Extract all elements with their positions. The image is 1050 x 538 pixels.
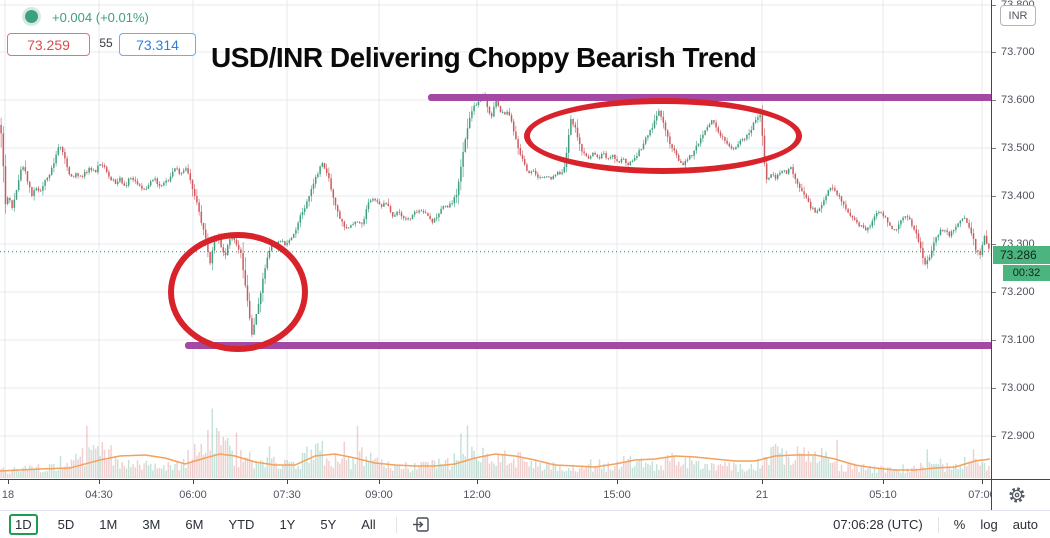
time-tick	[617, 480, 618, 484]
range-button-ytd[interactable]: YTD	[228, 517, 255, 532]
last-price-badge: 73.286	[993, 246, 1050, 264]
price-tick	[992, 5, 996, 6]
range-button-1d[interactable]: 1D	[9, 514, 38, 535]
range-button-3m[interactable]: 3M	[142, 517, 161, 532]
auto-scale-button[interactable]: auto	[1012, 517, 1038, 532]
log-scale-button[interactable]: log	[980, 517, 998, 532]
range-button-1m[interactable]: 1M	[99, 517, 118, 532]
price-tick	[992, 388, 996, 389]
time-tick	[193, 480, 194, 484]
time-label: 09:00	[365, 489, 393, 501]
candlestick-plot	[0, 0, 991, 479]
toolbar-divider	[395, 516, 397, 533]
range-button-6m[interactable]: 6M	[185, 517, 204, 532]
price-tick	[992, 100, 996, 101]
bar-countdown-badge: 00:32	[1003, 265, 1050, 281]
time-tick	[762, 480, 763, 484]
time-tick	[477, 480, 478, 484]
time-tick	[8, 480, 9, 484]
go-to-date-icon[interactable]	[412, 515, 432, 535]
bottom-toolbar: 1D 5D 1M 3M 6M YTD 1Y 5Y All 07:06:28 (UTC) % lo…	[0, 510, 1050, 538]
price-label: 73.500	[1001, 142, 1035, 154]
ask-price-button[interactable]: 73.314	[119, 33, 196, 56]
red-circle-annotation-left	[168, 232, 308, 352]
time-label: 21	[755, 489, 769, 501]
time-label: 12:00	[463, 489, 491, 501]
time-label: 18	[1, 489, 15, 501]
toolbar-right-group: 07:06:28 (UTC) % log auto	[833, 516, 1050, 533]
time-tick	[287, 480, 288, 484]
price-label: 73.400	[1001, 190, 1035, 202]
time-label: 07:30	[273, 489, 301, 501]
market-status-dot-icon	[25, 10, 38, 23]
spread-value: 55	[99, 36, 113, 50]
currency-badge[interactable]: INR	[1000, 5, 1036, 26]
time-label: 06:00	[179, 489, 207, 501]
chart-title: USD/INR Delivering Choppy Bearish Trend	[211, 42, 757, 73]
axis-corner	[991, 479, 1050, 510]
currency-badge-label: INR	[1008, 9, 1028, 22]
price-change-text: +0.004 (+0.01%)	[52, 10, 149, 25]
toolbar-divider	[937, 516, 939, 533]
clock-timezone-button[interactable]: 07:06:28 (UTC)	[833, 517, 923, 532]
range-button-5y[interactable]: 5Y	[320, 517, 337, 532]
range-selector: 1D 5D 1M 3M 6M YTD 1Y 5Y All	[0, 514, 432, 535]
price-tick	[992, 244, 996, 245]
price-tick	[992, 292, 996, 293]
range-button-5d[interactable]: 5D	[57, 517, 75, 532]
time-label: 15:00	[603, 489, 631, 501]
time-label: 04:30	[85, 489, 113, 501]
price-tick	[992, 340, 996, 341]
candles-layer	[0, 92, 990, 338]
range-button-all[interactable]: All	[361, 517, 376, 532]
support-line-annotation	[185, 342, 991, 349]
price-tick	[992, 148, 996, 149]
time-label: 07:00	[968, 489, 991, 501]
time-tick	[99, 480, 100, 484]
price-tick	[992, 52, 996, 53]
grid-layer	[0, 0, 991, 479]
price-label: 73.200	[1001, 286, 1035, 298]
price-label: 73.100	[1001, 334, 1035, 346]
volume-ma-line	[0, 453, 991, 472]
red-circle-annotation-right	[524, 98, 802, 174]
volume-layer	[0, 408, 990, 478]
chart-canvas[interactable]: USD/INR Delivering Choppy Bearish Trend …	[0, 0, 991, 479]
ask-price-value: 73.314	[136, 36, 179, 53]
time-tick	[982, 480, 983, 484]
bid-price-value: 73.259	[27, 36, 70, 53]
price-tick	[992, 436, 996, 437]
price-label: 73.600	[1001, 94, 1035, 106]
percent-scale-button[interactable]: %	[953, 517, 966, 532]
time-label: 05:10	[869, 489, 897, 501]
range-button-1y[interactable]: 1Y	[279, 517, 296, 532]
price-tick	[992, 196, 996, 197]
chart-settings-gear-icon[interactable]	[1008, 486, 1026, 504]
price-label: 73.700	[1001, 46, 1035, 58]
price-label: 72.900	[1001, 430, 1035, 442]
price-axis[interactable]: 73.80073.70073.60073.50073.40073.30073.2…	[991, 0, 1050, 479]
time-axis[interactable]: 18 04:30 06:00 07:30 09:00 12:00 15:00 21 05:10 0…	[0, 479, 991, 510]
bid-price-button[interactable]: 73.259	[7, 33, 90, 56]
price-label: 73.000	[1001, 382, 1035, 394]
time-tick	[379, 480, 380, 484]
time-tick	[883, 480, 884, 484]
resistance-line-annotation	[428, 94, 991, 101]
